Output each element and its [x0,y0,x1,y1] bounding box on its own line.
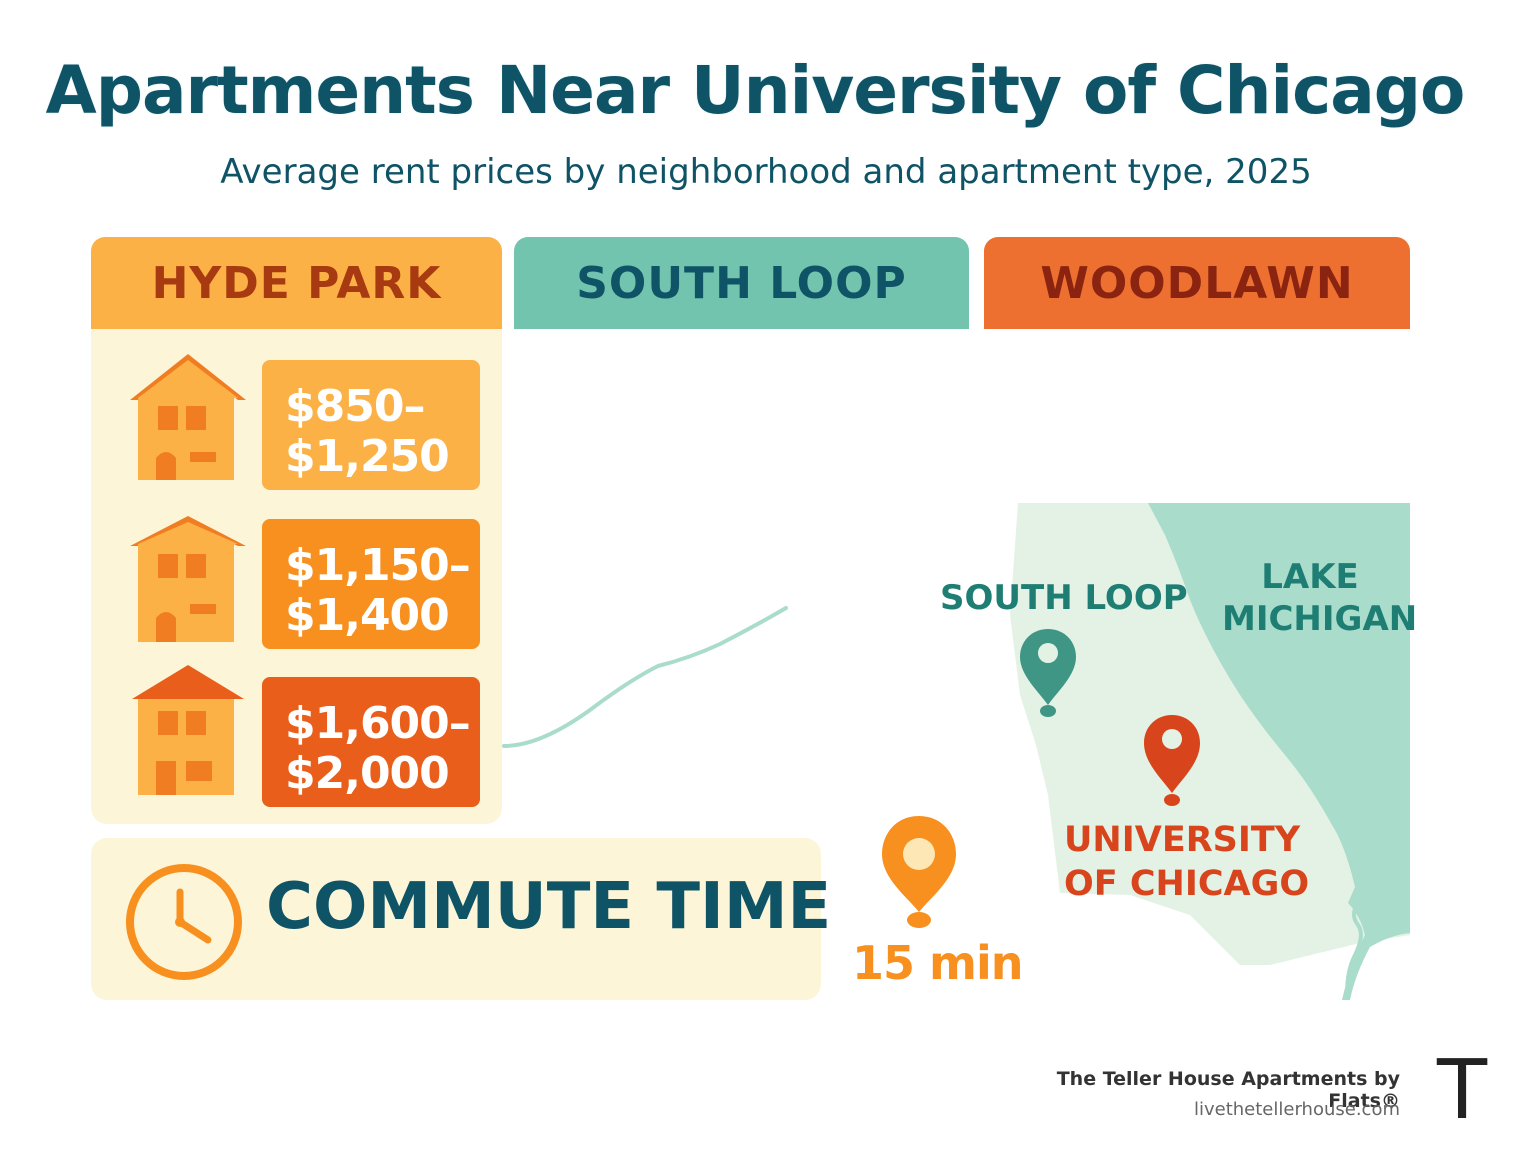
tab-woodlawn: WOODLAWN [984,237,1410,329]
clock-icon [126,864,242,980]
price-max: $1,400 [285,590,450,641]
price-min: $1,600– [285,698,471,749]
page-title: Apartments Near University of Chicago [45,52,1466,129]
tab-hyde-park: HYDE PARK [91,237,502,329]
house-icon [130,354,246,480]
price-min: $1,150– [285,540,471,591]
map-label-lake-michigan: LAKE MICHIGAN [1222,556,1418,640]
page-subtitle: Average rent prices by neighborhood and … [220,152,1312,192]
map-label-university: UNIVERSITY OF CHICAGO [1064,818,1309,906]
university-line-1: UNIVERSITY [1064,820,1301,860]
apartment-building-icon [132,665,244,795]
commute-time: 15 min [852,936,1023,990]
price-max: $1,250 [285,431,450,482]
university-line-2: OF CHICAGO [1064,864,1310,904]
brand-url: livethetellerhouse.com [1193,1099,1400,1120]
location-pin-icon [882,816,956,928]
commute-label: COMMUTE TIME [266,870,832,944]
price-range-3: $1,600– $2,000 [262,677,480,807]
price-max: $2,000 [285,748,450,799]
brand-name: The Teller House Apartments by Flats® [1056,1068,1400,1112]
price-range-1: $850– $1,250 [262,360,480,490]
house-icon [130,516,246,642]
lake-line-2: MICHIGAN [1222,599,1418,639]
map [1010,503,1410,1001]
map-label-south-loop: SOUTH LOOP [940,578,1188,618]
brand-logo: T [1436,1043,1488,1138]
tab-south-loop: SOUTH LOOP [514,237,969,329]
price-range-2: $1,150– $1,400 [262,519,480,649]
lake-line-1: LAKE [1261,557,1359,597]
price-min: $850– [285,381,425,432]
route-line [502,606,788,748]
